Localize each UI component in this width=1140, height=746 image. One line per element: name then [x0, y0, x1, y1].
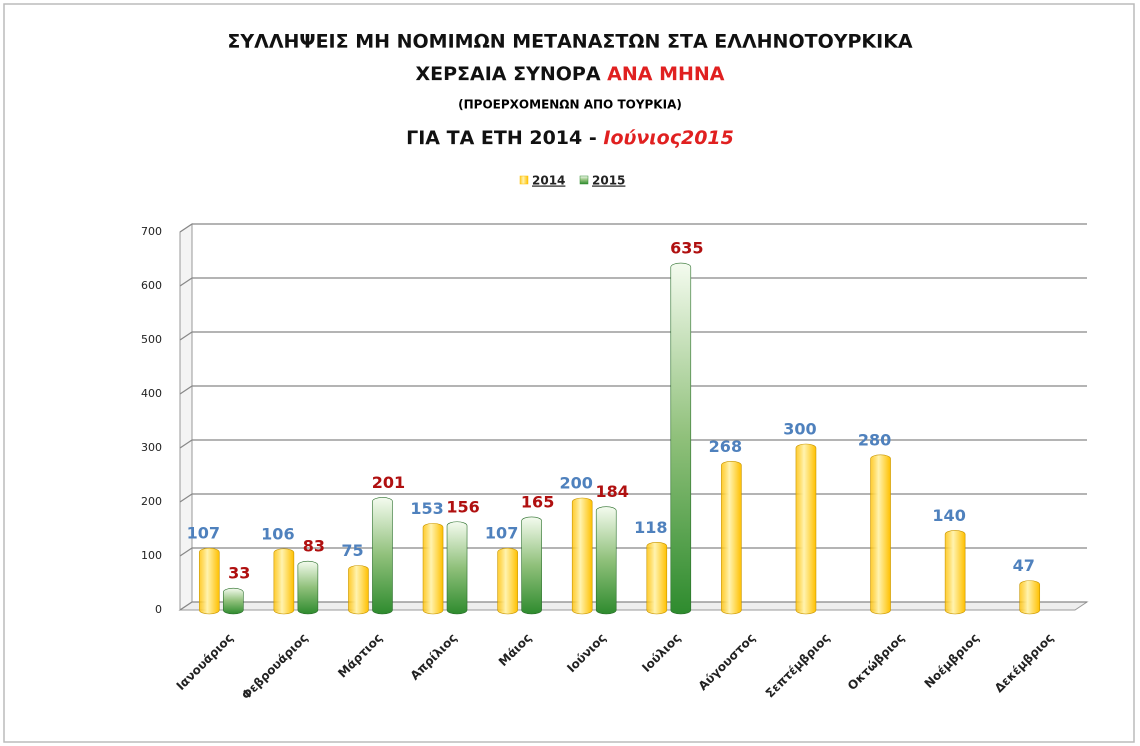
legend-label: 2015 [592, 174, 625, 188]
bar [670, 262, 692, 615]
bar [222, 587, 244, 615]
grid-line [179, 493, 1087, 503]
bar [446, 521, 468, 615]
bar [348, 565, 369, 615]
y-tick-label: 100 [141, 549, 162, 562]
bar [198, 547, 220, 615]
period-highlight: Ιούνιος2015 [603, 127, 734, 149]
value-label: 165 [521, 492, 554, 511]
legend-label: 2014 [532, 174, 565, 188]
value-label: 201 [372, 473, 405, 492]
grid-line [179, 547, 1087, 557]
value-label: 156 [446, 497, 479, 516]
y-tick-label: 500 [141, 333, 162, 346]
value-label: 635 [670, 239, 703, 258]
y-tick-label: 200 [141, 495, 162, 508]
value-label: 200 [560, 474, 593, 493]
grid-line [179, 331, 1087, 341]
period: ΓΙΑ ΤΑ ΕΤΗ 2014 - Ιούνιος2015 [406, 127, 734, 149]
grid-line [179, 601, 1087, 611]
bar [521, 516, 542, 615]
legend-swatch [519, 175, 529, 185]
bar [870, 454, 891, 615]
title-highlight: ΑΝΑ ΜΗΝΑ [607, 63, 725, 85]
y-tick-label: 300 [141, 441, 162, 454]
title-line: ΧΕΡΣΑΙΑ ΣΥΝΟΡΑ ΑΝΑ ΜΗΝΑ [415, 63, 724, 85]
grid-line [179, 277, 1087, 287]
grid-line [179, 439, 1087, 449]
value-label: 184 [596, 482, 629, 501]
bar [1019, 580, 1041, 615]
value-label: 106 [261, 524, 294, 543]
value-label: 33 [228, 564, 250, 583]
value-label: 47 [1013, 556, 1035, 575]
title-part: ΧΕΡΣΑΙΑ ΣΥΝΟΡΑ [415, 63, 600, 85]
bar [646, 541, 668, 615]
y-tick-label: 0 [155, 603, 162, 616]
value-label: 118 [634, 518, 667, 537]
bar [721, 460, 742, 615]
value-label: 140 [932, 506, 965, 525]
legend-swatch [579, 175, 589, 185]
value-label: 268 [709, 437, 742, 456]
bar [422, 523, 444, 615]
y-tick-label: 600 [141, 279, 162, 292]
y-tick-label: 700 [141, 225, 162, 238]
value-label: 107 [187, 524, 220, 543]
value-label: 83 [303, 537, 325, 556]
bar [497, 547, 518, 615]
grid-line [179, 223, 1087, 233]
value-label: 75 [341, 541, 363, 560]
bar [595, 506, 617, 615]
y-tick-label: 400 [141, 387, 162, 400]
value-label: 153 [410, 499, 443, 518]
value-label: 280 [858, 430, 891, 449]
bar [297, 560, 319, 615]
bar [795, 443, 817, 615]
value-label: 300 [783, 420, 816, 439]
bar [571, 497, 593, 615]
subtitle: (ΠΡΟΕΡΧΟΜΕΝΩΝ ΑΠΟ ΤΟΥΡΚΙΑ) [458, 98, 682, 112]
bar [372, 497, 393, 615]
title-line: ΣΥΛΛΗΨΕΙΣ ΜΗ ΝΟΜΙΜΩΝ ΜΕΤΑΝΑΣΤΩΝ ΣΤΑ ΕΛΛΗ… [227, 31, 913, 53]
period-part: ΓΙΑ ΤΑ ΕΤΗ 2014 - [406, 127, 597, 149]
frame [3, 3, 1135, 743]
bar [944, 530, 966, 615]
value-label: 107 [485, 524, 518, 543]
bar [273, 548, 295, 615]
grid-line [179, 385, 1087, 395]
